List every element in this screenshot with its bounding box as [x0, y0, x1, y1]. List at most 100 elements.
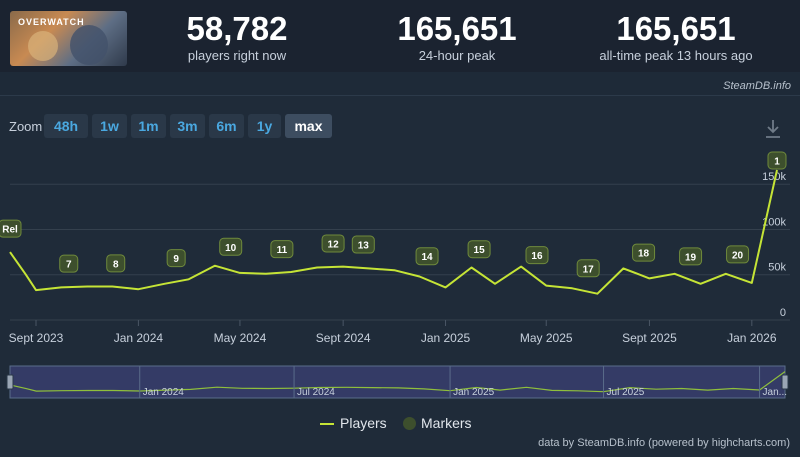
event-marker[interactable]: 8	[106, 254, 126, 273]
game-thumbnail[interactable]: OVERWATCH	[10, 11, 127, 66]
marker-label: 8	[113, 259, 119, 270]
zoom-6m-button[interactable]: 6m	[209, 114, 244, 138]
x-tick-label: Jan 2026	[727, 331, 777, 345]
navigator-right-handle[interactable]	[781, 374, 789, 390]
marker-label: 12	[328, 239, 340, 250]
navigator-label: Jul 2024	[297, 387, 335, 398]
y-tick-label: 100k	[762, 216, 786, 228]
event-marker[interactable]: Rel	[0, 219, 22, 238]
event-marker[interactable]: 14	[415, 247, 439, 266]
marker-label: 7	[66, 260, 72, 271]
event-markers: Rel 7 8 9 10 11 12 13 14 15 16 17 18 19 20 1	[0, 151, 787, 278]
data-credit[interactable]: data by SteamDB.info (powered by highcha…	[538, 437, 790, 449]
steamdb-credit-link[interactable]: SteamDB.info	[723, 80, 791, 92]
marker-label: 19	[685, 252, 697, 263]
y-axis-labels: 0 50k 100k 150k	[762, 171, 786, 319]
navigator-series	[9, 371, 786, 393]
event-marker[interactable]: 20	[726, 245, 750, 264]
marker-flag	[321, 234, 345, 253]
x-tick-label: Sept 2024	[316, 331, 371, 345]
navigator-label: Jan...	[763, 387, 787, 398]
download-icon[interactable]	[764, 119, 782, 139]
marker-flag	[270, 240, 294, 259]
marker-label: 20	[732, 250, 744, 261]
marker-flag	[106, 254, 126, 273]
marker-label: Rel	[2, 225, 18, 236]
marker-flag	[351, 235, 375, 254]
y-tick-label: 0	[780, 307, 786, 319]
grid-lines	[10, 183, 790, 321]
navigator: Jan 2024 Jul 2024 Jan 2025 Jul 2025 Jan...	[6, 365, 789, 399]
stat-label: all-time peak 13 hours ago	[599, 48, 753, 63]
x-tick-label: May 2024	[214, 331, 267, 345]
marker-flag	[726, 245, 750, 264]
zoom-1y-button[interactable]: 1y	[248, 114, 281, 138]
marker-flag	[767, 151, 787, 170]
zoom-max-button[interactable]: max	[285, 114, 332, 138]
marker-label: 17	[583, 264, 595, 275]
stat-all-time-peak: 165,651 all-time peak 13 hours ago	[576, 10, 776, 64]
zoom-label: Zoom	[9, 119, 43, 134]
marker-flag	[219, 237, 243, 256]
x-tick-label: May 2025	[520, 331, 573, 345]
game-logo: OVERWATCH	[18, 17, 85, 27]
zoom-1w-button[interactable]: 1w	[92, 114, 127, 138]
x-axis: Sept 2023 Jan 2024 May 2024 Sept 2024 Jan 20…	[9, 320, 777, 345]
y-tick-label: 150k	[762, 171, 786, 183]
marker-flag	[576, 259, 600, 278]
stat-label: players right now	[187, 48, 287, 63]
markers-legend-swatch	[403, 417, 416, 430]
marker-flag	[0, 219, 22, 238]
y-tick-label: 50k	[768, 262, 786, 274]
legend-label: Players	[340, 415, 387, 431]
event-marker[interactable]: 18	[632, 243, 656, 262]
event-marker[interactable]: 17	[576, 259, 600, 278]
legend-item-markers[interactable]: Markers	[403, 415, 472, 431]
marker-flag	[166, 249, 186, 268]
zoom-3m-button[interactable]: 3m	[170, 114, 205, 138]
navigator-left-handle[interactable]	[6, 374, 14, 390]
marker-label: 14	[422, 252, 434, 263]
marker-label: 10	[225, 243, 237, 254]
players-legend-swatch	[320, 423, 334, 426]
stat-value: 165,651	[616, 10, 736, 47]
event-marker[interactable]: 1	[767, 151, 787, 170]
zoom-48h-button[interactable]: 48h	[44, 114, 88, 138]
marker-flag	[59, 254, 79, 273]
x-tick-label: Sept 2023	[9, 331, 64, 345]
marker-flag	[415, 247, 439, 266]
marker-flag	[679, 247, 703, 266]
x-tick-label: Sept 2025	[622, 331, 677, 345]
navigator-label: Jan 2025	[453, 387, 495, 398]
marker-label: 11	[277, 245, 288, 256]
stat-label: 24-hour peak	[418, 48, 496, 63]
players-series-line	[9, 169, 778, 295]
event-marker[interactable]: 16	[525, 246, 549, 265]
x-tick-label: Jan 2025	[421, 331, 471, 345]
stat-players-now: 58,782 players right now	[137, 10, 337, 64]
event-marker[interactable]: 13	[351, 235, 375, 254]
event-marker[interactable]: 12	[321, 234, 345, 253]
legend-item-players[interactable]: Players	[320, 415, 387, 431]
event-marker[interactable]: 10	[219, 237, 243, 256]
stat-value: 165,651	[397, 10, 517, 47]
stat-24h-peak: 165,651 24-hour peak	[357, 10, 557, 64]
navigator-window	[9, 365, 786, 399]
marker-label: 18	[638, 249, 650, 260]
marker-flag	[467, 240, 491, 259]
event-marker[interactable]: 15	[467, 240, 491, 259]
zoom-1m-button[interactable]: 1m	[131, 114, 166, 138]
marker-label: 16	[531, 251, 543, 262]
x-tick-label: Jan 2024	[114, 331, 164, 345]
event-marker[interactable]: 7	[59, 254, 79, 273]
navigator-label: Jan 2024	[143, 387, 185, 398]
event-marker[interactable]: 11	[270, 240, 294, 259]
event-marker[interactable]: 19	[679, 247, 703, 266]
marker-label: 9	[173, 254, 179, 265]
event-marker[interactable]: 9	[166, 249, 186, 268]
marker-flag	[525, 246, 549, 265]
marker-label: 15	[474, 245, 486, 256]
legend-label: Markers	[421, 415, 472, 431]
marker-label: 1	[774, 157, 780, 168]
